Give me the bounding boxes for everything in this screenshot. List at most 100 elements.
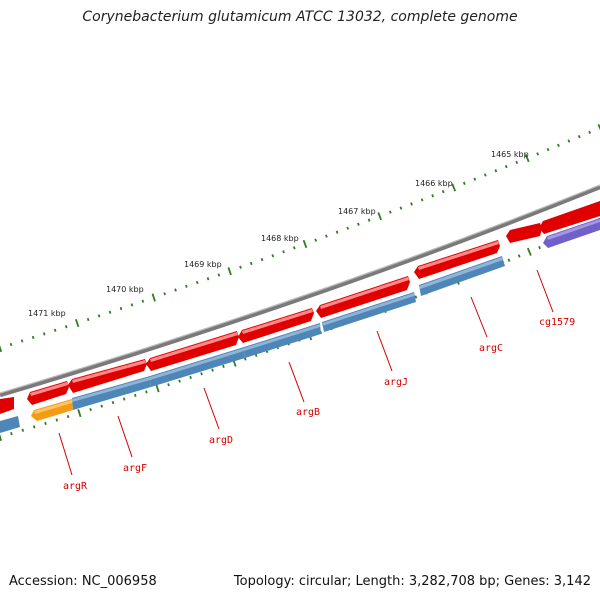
scale-minor-tick	[44, 421, 47, 426]
scale-major-tick	[526, 247, 532, 256]
leader-argD	[203, 387, 220, 430]
scale-label-1471: 1471 kbp	[28, 309, 66, 318]
scale-minor-tick	[122, 397, 126, 401]
scale-minor-tick	[206, 277, 210, 281]
scale-minor-tick	[414, 295, 418, 299]
scale-minor-tick	[314, 238, 318, 242]
scale-minor-tick	[441, 189, 445, 194]
scale-minor-tick	[494, 169, 498, 173]
scale-minor-tick	[557, 143, 560, 147]
scale-labels: 1465 kbp 1466 kbp 1467 kbp 1468 kbp 1469…	[28, 150, 529, 318]
scale-major-tick	[377, 212, 382, 221]
scale-minor-tick	[174, 288, 177, 292]
scale-minor-tick	[100, 404, 104, 408]
scale-minor-tick	[239, 265, 242, 269]
scale-major-tick	[302, 239, 308, 249]
scale-minor-tick	[134, 393, 137, 398]
gene-label-argB[interactable]: argB	[296, 407, 320, 418]
scale-minor-tick	[546, 147, 550, 152]
scale-minor-tick	[21, 428, 25, 432]
scale-minor-tick	[515, 160, 519, 165]
scale-minor-tick	[507, 258, 511, 262]
gene-forward-0[interactable]	[0, 397, 14, 414]
leader-argC	[470, 296, 488, 338]
scale-minor-tick	[292, 246, 296, 250]
map-title: Corynebacterium glutamicum ATCC 13032, c…	[82, 9, 518, 25]
scale-minor-tick	[249, 261, 253, 266]
scale-minor-tick	[141, 299, 145, 303]
reverse-genes	[0, 218, 600, 433]
scale-minor-tick	[189, 375, 192, 380]
scale-minor-tick	[31, 335, 35, 340]
leader-argF	[117, 415, 133, 458]
scale-minor-tick	[260, 258, 264, 262]
gene-label-argF[interactable]: argF	[123, 463, 147, 474]
genome-backbone	[0, 184, 600, 398]
scale-major-tick	[227, 267, 232, 276]
scale-minor-tick	[10, 432, 13, 436]
scale-major-tick	[77, 409, 82, 418]
scale-minor-tick	[346, 226, 350, 230]
scale-minor-tick	[178, 379, 181, 383]
scale-minor-tick	[335, 230, 339, 234]
scale-label-1469: 1469 kbp	[184, 260, 222, 269]
scale-minor-tick	[282, 250, 285, 254]
leader-cg1579	[536, 269, 554, 313]
gene-label-argC[interactable]: argC	[479, 343, 503, 354]
scale-minor-tick	[53, 328, 57, 332]
scale-minor-tick	[111, 400, 115, 405]
gene-forward-8[interactable]	[539, 201, 600, 234]
scale-minor-tick	[431, 194, 435, 198]
genome-summary-text: Topology: circular; Length: 3,282,708 bp…	[233, 574, 591, 589]
scale-minor-tick	[86, 317, 90, 322]
gene-leader-lines	[58, 269, 554, 476]
scale-minor-tick	[200, 372, 203, 376]
scale-minor-tick	[222, 364, 225, 368]
scale-minor-tick	[538, 245, 541, 250]
scale-major-tick	[597, 123, 600, 131]
gene-forward-7[interactable]	[506, 223, 542, 243]
scale-minor-tick	[325, 234, 328, 238]
scale-label-1470: 1470 kbp	[106, 285, 144, 294]
scale-minor-tick	[567, 139, 571, 143]
scale-minor-tick	[32, 425, 36, 429]
scale-label-1465: 1465 kbp	[491, 150, 529, 159]
scale-minor-tick	[89, 408, 92, 412]
gene-label-argJ[interactable]: argJ	[384, 377, 408, 388]
scale-minor-tick	[420, 198, 424, 202]
scale-minor-tick	[399, 206, 403, 210]
gene-reverse-0[interactable]	[0, 416, 20, 433]
scale-minor-tick	[504, 164, 508, 169]
scale-minor-tick	[588, 130, 592, 134]
scale-minor-tick	[243, 357, 247, 361]
scale-minor-tick	[473, 177, 477, 181]
gene-label-argD[interactable]: argD	[209, 435, 233, 446]
scale-minor-tick	[163, 292, 166, 296]
scale-major-tick	[151, 293, 156, 302]
leader-argR	[58, 432, 73, 476]
scale-major-tick	[451, 183, 457, 192]
scale-minor-tick	[462, 181, 466, 186]
gene-label-cg1579[interactable]: cg1579	[539, 317, 575, 328]
scale-minor-tick	[42, 332, 46, 336]
scale-label-1467: 1467 kbp	[338, 207, 376, 216]
scale-minor-tick	[185, 284, 188, 288]
scale-label-1466: 1466 kbp	[415, 179, 453, 188]
scale-minor-tick	[130, 303, 134, 307]
gene-label-argR[interactable]: argR	[63, 481, 88, 492]
scale-minor-tick	[577, 135, 581, 139]
scale-minor-tick	[211, 368, 214, 372]
forward-genes	[0, 201, 600, 414]
scale-minor-tick	[195, 280, 199, 285]
gene-labels: cg1579 argC argJ argB argD argF argR	[63, 317, 575, 492]
scale-minor-tick	[119, 306, 123, 311]
scale-minor-tick	[410, 202, 413, 206]
leader-argB	[288, 361, 305, 403]
scale-minor-tick	[367, 218, 371, 222]
accession-text: Accession: NC_006958	[9, 574, 157, 589]
scale-minor-tick	[9, 342, 13, 347]
scale-major-tick	[0, 345, 3, 353]
scale-minor-tick	[66, 414, 70, 419]
scale-minor-tick	[20, 339, 24, 343]
